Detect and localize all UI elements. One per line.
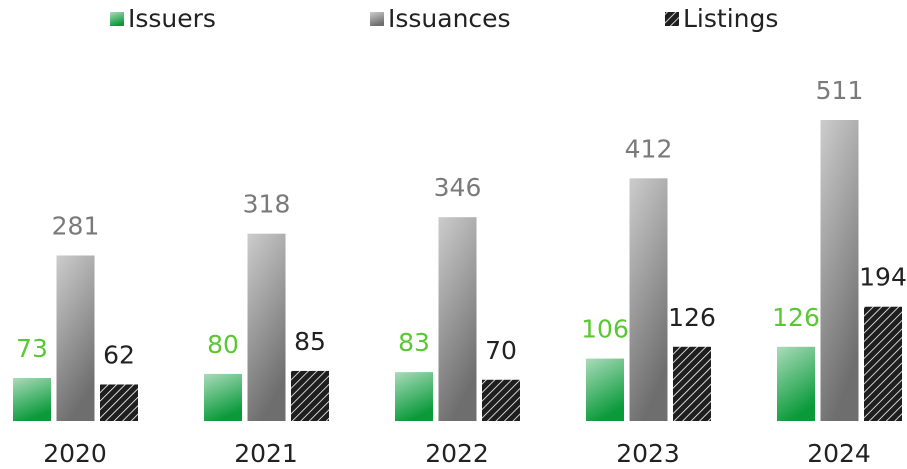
bar: [629, 178, 668, 421]
data-label: 126: [772, 303, 820, 332]
bar: [482, 379, 520, 421]
bar: [13, 378, 51, 421]
x-tick-label: 2020: [43, 439, 107, 468]
legend-label: Issuances: [388, 4, 511, 33]
data-label: 318: [243, 190, 291, 219]
x-tick-label: 2024: [807, 439, 871, 468]
legend-swatch: [110, 12, 124, 26]
x-tick-label: 2021: [234, 439, 298, 468]
data-label: 62: [103, 340, 135, 369]
bar: [864, 306, 902, 421]
data-label: 83: [398, 328, 430, 357]
bar: [673, 346, 711, 421]
data-label: 412: [625, 134, 673, 163]
data-label: 106: [581, 315, 629, 344]
legend-swatch: [665, 12, 679, 26]
data-label: 511: [816, 76, 864, 105]
bar: [291, 370, 329, 421]
data-label: 73: [16, 334, 48, 363]
bar: [56, 255, 95, 421]
legend-label: Issuers: [128, 4, 216, 33]
data-label: 194: [859, 263, 907, 292]
data-label: 70: [485, 336, 517, 365]
legend-swatch: [370, 12, 384, 26]
bar: [395, 372, 433, 421]
bar: [438, 217, 477, 421]
data-label: 80: [207, 330, 239, 359]
bar: [820, 120, 859, 421]
bar: [100, 384, 138, 421]
data-label: 346: [434, 173, 482, 202]
data-label: 85: [294, 327, 326, 356]
x-tick-label: 2023: [616, 439, 680, 468]
data-label: 126: [668, 303, 716, 332]
bar: [247, 233, 286, 421]
bar: [586, 358, 624, 421]
legend-label: Listings: [683, 4, 778, 33]
data-label: 281: [52, 211, 100, 240]
x-tick-label: 2022: [425, 439, 489, 468]
bar: [777, 346, 815, 421]
bar: [204, 373, 242, 421]
